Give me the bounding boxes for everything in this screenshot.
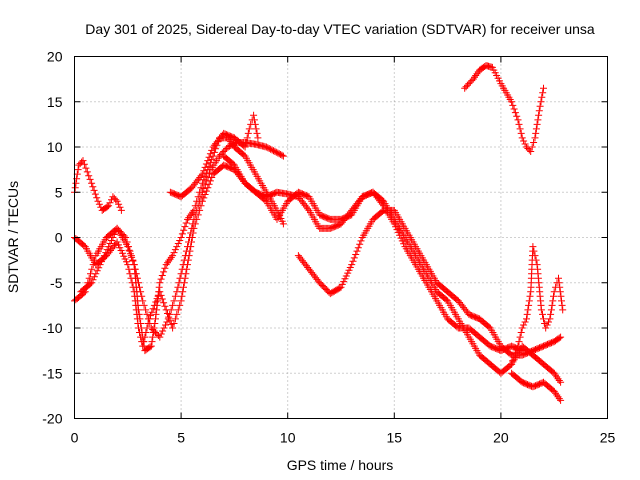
- tick-layer: 0 5 10 15 20 25 -20 -15 -10 -5 0 5 10 15 20: [42, 49, 615, 446]
- y-tick-label: 20: [47, 49, 63, 65]
- data-point-markers: [294, 206, 565, 359]
- x-tick-label: 20: [493, 430, 509, 446]
- data-point-markers: [71, 157, 125, 214]
- data-point-markers: [508, 243, 567, 368]
- series-track-7: [294, 206, 565, 359]
- y-tick-label: -20: [42, 411, 62, 427]
- y-tick-label: 15: [47, 94, 63, 110]
- x-axis-label: GPS time / hours: [287, 457, 394, 473]
- series-track-6: [220, 152, 526, 355]
- data-point-markers: [220, 152, 526, 355]
- plot-frame: [74, 56, 608, 419]
- x-tick-label: 10: [280, 430, 296, 446]
- y-tick-label: 5: [55, 184, 63, 200]
- series-track-1: [71, 157, 125, 214]
- data-point-markers: [71, 134, 287, 355]
- chart-title: Day 301 of 2025, Sidereal Day-to-day VTE…: [85, 21, 595, 37]
- series-track-9: [508, 243, 567, 368]
- series-track-2: [71, 134, 287, 355]
- y-tick-label: 0: [55, 230, 63, 246]
- series-track-5: [166, 111, 262, 201]
- y-axis-label: SDTVAR / TECUs: [5, 181, 21, 293]
- x-tick-label: 15: [387, 430, 403, 446]
- x-tick-label: 25: [600, 430, 616, 446]
- data-point-markers: [461, 62, 547, 155]
- grid-layer: [74, 56, 608, 419]
- y-tick-label: -15: [42, 365, 62, 381]
- series-track-8: [461, 62, 547, 155]
- y-tick-label: 10: [47, 139, 63, 155]
- series-layer: [71, 62, 567, 404]
- y-tick-label: -10: [42, 320, 62, 336]
- series-track-10: [508, 369, 565, 404]
- x-tick-label: 5: [177, 430, 185, 446]
- data-point-markers: [166, 111, 262, 201]
- y-tick-label: -5: [50, 275, 63, 291]
- x-tick-label: 0: [71, 430, 79, 446]
- data-point-markers: [508, 369, 565, 404]
